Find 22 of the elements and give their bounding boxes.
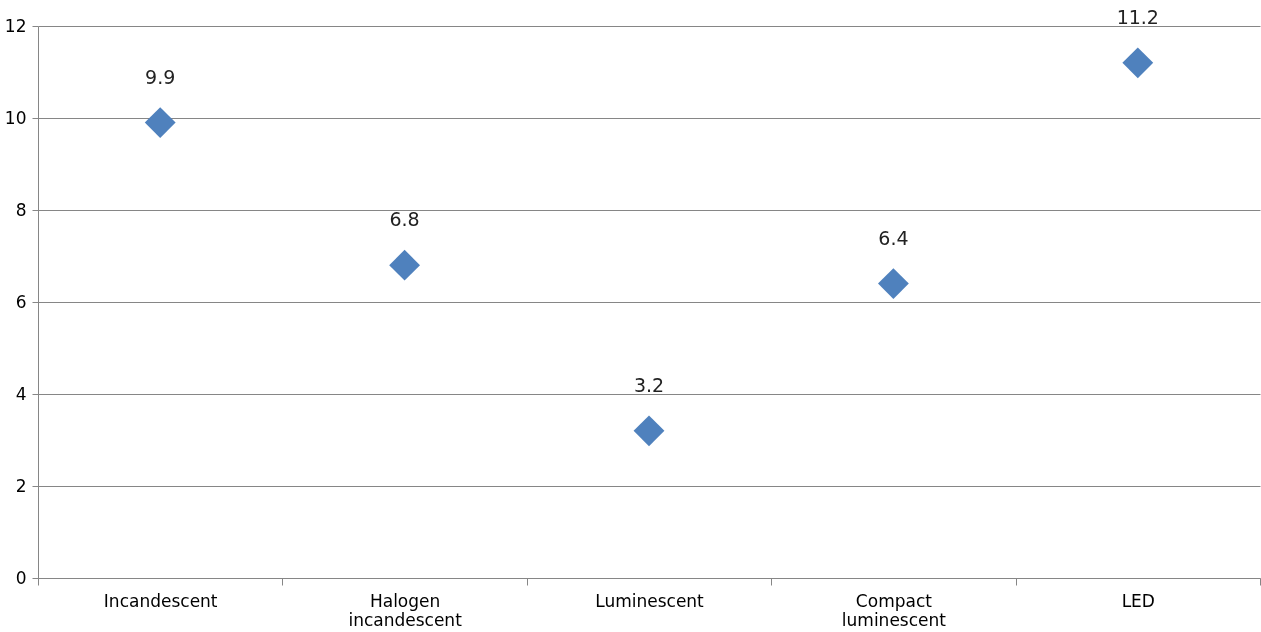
data-label: 9.9 — [145, 65, 176, 88]
y-tick-label: 12 — [4, 15, 27, 36]
data-label: 6.8 — [389, 208, 420, 231]
data-label: 6.4 — [878, 226, 909, 249]
x-tick-label: Incandescent — [103, 590, 218, 611]
y-tick-label: 0 — [15, 567, 27, 588]
y-tick-label: 6 — [15, 291, 27, 312]
point — [389, 249, 421, 281]
data-label: 3.2 — [633, 373, 665, 396]
y-tick-label: 8 — [15, 199, 27, 220]
point — [1122, 47, 1154, 79]
data-label: 11.2 — [1116, 5, 1159, 28]
y-tick-label: 2 — [15, 475, 27, 496]
y-tick-label: 10 — [4, 107, 27, 128]
x-tick-label: LED — [1121, 590, 1155, 611]
x-tick-label: Compact luminescent — [841, 590, 947, 630]
point — [144, 107, 176, 139]
x-tick-label: Halogen incandescent — [348, 590, 463, 630]
x-tick-label: Luminescent — [595, 590, 705, 611]
point — [877, 268, 909, 300]
point — [633, 415, 665, 447]
y-tick-label: 4 — [15, 383, 27, 404]
